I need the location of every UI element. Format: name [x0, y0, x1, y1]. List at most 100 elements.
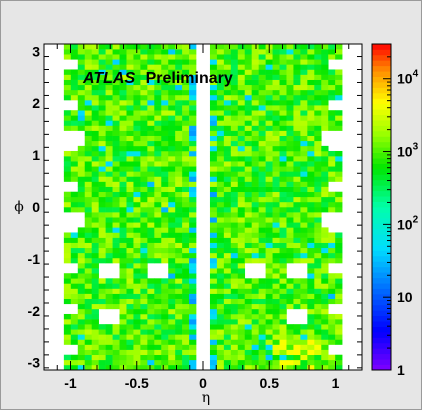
heatmap-cell [321, 207, 329, 213]
heatmap-cell [314, 130, 322, 136]
heatmap-cell [258, 44, 266, 50]
heatmap-cell [161, 100, 169, 106]
heatmap-cell [133, 171, 141, 177]
heatmap-cell [209, 49, 218, 55]
heatmap-cell [265, 293, 273, 299]
heatmap-cell [189, 105, 197, 111]
heatmap-cell [244, 59, 252, 65]
heatmap-cell [251, 283, 259, 289]
heatmap-cell [286, 100, 294, 106]
heatmap-cell [286, 217, 294, 223]
heatmap-cell [112, 339, 120, 345]
heatmap-cell [154, 293, 162, 299]
heatmap-cell [272, 359, 280, 366]
heatmap-cell [70, 232, 79, 238]
heatmap-cell [140, 196, 148, 203]
heatmap-cell [307, 89, 315, 96]
heatmap-cell [91, 201, 99, 208]
heatmap-cell [300, 161, 308, 167]
heatmap-cell [307, 242, 315, 249]
heatmap-cell [119, 156, 127, 162]
heatmap-cell [321, 196, 329, 203]
heatmap-cell [328, 54, 336, 60]
heatmap-cell [119, 207, 127, 213]
heatmap-cell [286, 59, 294, 65]
heatmap-cell [258, 100, 266, 106]
heatmap-cell [161, 364, 169, 371]
heatmap-cell [279, 49, 287, 55]
heatmap-cell [70, 196, 79, 203]
heatmap-cell [70, 54, 79, 60]
heatmap-cell [279, 125, 287, 131]
heatmap-cell [105, 125, 113, 131]
heatmap-cell [112, 69, 120, 75]
heatmap-cell [230, 293, 239, 299]
heatmap-cell [189, 329, 197, 335]
heatmap-cell [244, 278, 252, 284]
heatmap-cell [321, 329, 329, 335]
heatmap-cell [244, 334, 252, 340]
heatmap-cell [70, 324, 79, 330]
heatmap-cell [286, 186, 294, 193]
heatmap-cell [168, 79, 176, 86]
heatmap-cell [119, 319, 127, 325]
heatmap-cell [161, 283, 169, 289]
heatmap-cell [189, 247, 197, 254]
heatmap-cell [328, 89, 336, 96]
heatmap-cell [265, 324, 273, 330]
heatmap-cell [300, 237, 308, 243]
heatmap-cell [314, 334, 322, 340]
heatmap-cell [328, 257, 336, 264]
heatmap-cell [175, 115, 183, 121]
heatmap-cell [154, 69, 162, 75]
heatmap-cell [209, 298, 218, 305]
heatmap-cell [175, 207, 183, 213]
heatmap-cell [105, 217, 113, 223]
heatmap-cell [168, 303, 176, 310]
heatmap-cell [105, 150, 113, 157]
heatmap-cell [105, 201, 113, 208]
heatmap-cell [84, 100, 92, 106]
heatmap-cell [133, 273, 141, 279]
heatmap-cell [147, 166, 155, 172]
heatmap-cell [147, 207, 155, 213]
heatmap-cell [265, 161, 273, 167]
heatmap-cell [300, 156, 308, 162]
heatmap-cell [265, 288, 273, 294]
heatmap-cell [175, 237, 183, 243]
heatmap-cell [314, 176, 322, 182]
heatmap-cell [223, 278, 232, 284]
heatmap-cell [251, 145, 259, 152]
heatmap-cell [98, 140, 106, 147]
heatmap-cell [272, 247, 280, 254]
heatmap-cell [119, 100, 127, 106]
heatmap-cell [258, 150, 266, 157]
heatmap-cell [223, 191, 232, 198]
heatmap-cell [105, 145, 113, 152]
heatmap-cell [140, 283, 148, 289]
heatmap-cell [91, 257, 99, 264]
heatmap-cell [189, 196, 197, 203]
heatmap-cell [147, 59, 155, 65]
heatmap-cell [258, 217, 266, 223]
heatmap-cell [265, 186, 273, 193]
heatmap-cell [251, 201, 259, 208]
heatmap-cell [105, 94, 113, 101]
heatmap-cell [168, 84, 176, 91]
heatmap-cell [237, 100, 246, 106]
heatmap-cell [293, 69, 301, 75]
heatmap-cell [182, 237, 190, 243]
heatmap-cell [154, 359, 162, 366]
heatmap-cell [272, 64, 280, 70]
heatmap-cell [216, 313, 225, 320]
heatmap-cell [223, 115, 232, 121]
heatmap-cell [126, 49, 134, 55]
heatmap-cell [182, 44, 190, 50]
heatmap-cell [300, 303, 308, 310]
color-scale-segment [372, 239, 391, 246]
heatmap-cell [321, 64, 329, 70]
heatmap-cell [335, 125, 343, 131]
heatmap-cell [119, 313, 127, 320]
heatmap-cell [168, 186, 176, 193]
